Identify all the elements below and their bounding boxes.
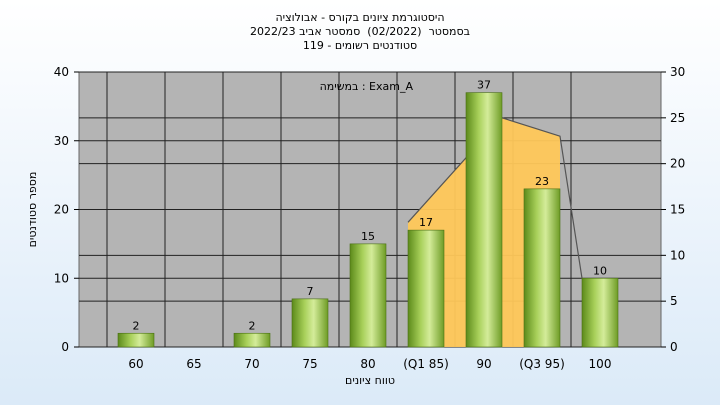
data-label: 15 (361, 230, 375, 243)
x-tick-label: 65 (186, 357, 201, 371)
y2-tick-label: 30 (670, 65, 685, 79)
x-axis-label: טווח ציונים (345, 374, 395, 387)
bars (117, 92, 619, 348)
data-label: 23 (535, 175, 549, 188)
y-tick-label: 0 (61, 340, 69, 354)
chart-subtitle-students: סטודנטים רשומים - 119 (302, 39, 418, 52)
y-axis-ticks: 0 10 20 30 40 (54, 65, 79, 354)
y-tick-label: 20 (54, 203, 69, 217)
data-label: 7 (307, 285, 314, 298)
x-tick-label: 75 (302, 357, 317, 371)
x-tick-label: (Q1 85) (403, 357, 449, 371)
data-label: 37 (477, 79, 491, 92)
y-axis-label: מספר סטודנטים (26, 172, 39, 248)
chart-subtitle-semester: בסמסטר (02/2022) סמסטר אביב 2022/23 (249, 25, 471, 38)
exam-annotation: במשימה : Exam_A (320, 80, 414, 93)
x-tick-label: 60 (128, 357, 143, 371)
trend-line (407, 117, 583, 279)
bar-80 (349, 243, 387, 348)
data-labels: 2 2 7 15 17 37 23 10 (133, 79, 608, 333)
y2-tick-label: 10 (670, 248, 685, 262)
bar-Q395 (523, 188, 561, 348)
y-tick-label: 30 (54, 134, 69, 148)
y2-tick-label: 5 (670, 294, 678, 308)
bar-100 (581, 277, 619, 348)
x-tick-label: 80 (360, 357, 375, 371)
x-axis-ticks: 60 65 70 75 80 (Q1 85) 90 (Q3 95) 100 (128, 357, 611, 371)
x-tick-label: 70 (244, 357, 259, 371)
y2-tick-label: 25 (670, 111, 685, 125)
x-tick-label: 90 (476, 357, 491, 371)
y-tick-label: 40 (54, 65, 69, 79)
x-tick-label: (Q3 95) (519, 357, 565, 371)
data-label: 17 (419, 216, 433, 229)
bar-60 (117, 332, 155, 348)
y2-tick-label: 20 (670, 157, 685, 171)
data-label: 10 (593, 264, 607, 277)
y2-axis-ticks: 0 5 10 15 20 25 30 (661, 65, 685, 354)
bar-90 (465, 92, 503, 348)
data-label: 2 (249, 319, 256, 332)
y-tick-label: 10 (54, 271, 69, 285)
chart-title: היסטוגרמת ציונים בקורס - אבולוציה (275, 11, 445, 24)
data-label: 2 (133, 319, 140, 332)
bar-75 (291, 298, 329, 348)
y2-tick-label: 0 (670, 340, 678, 354)
y2-tick-label: 15 (670, 203, 685, 217)
bar-70 (233, 332, 271, 348)
x-tick-label: 100 (589, 357, 612, 371)
bar-Q185 (407, 229, 445, 348)
